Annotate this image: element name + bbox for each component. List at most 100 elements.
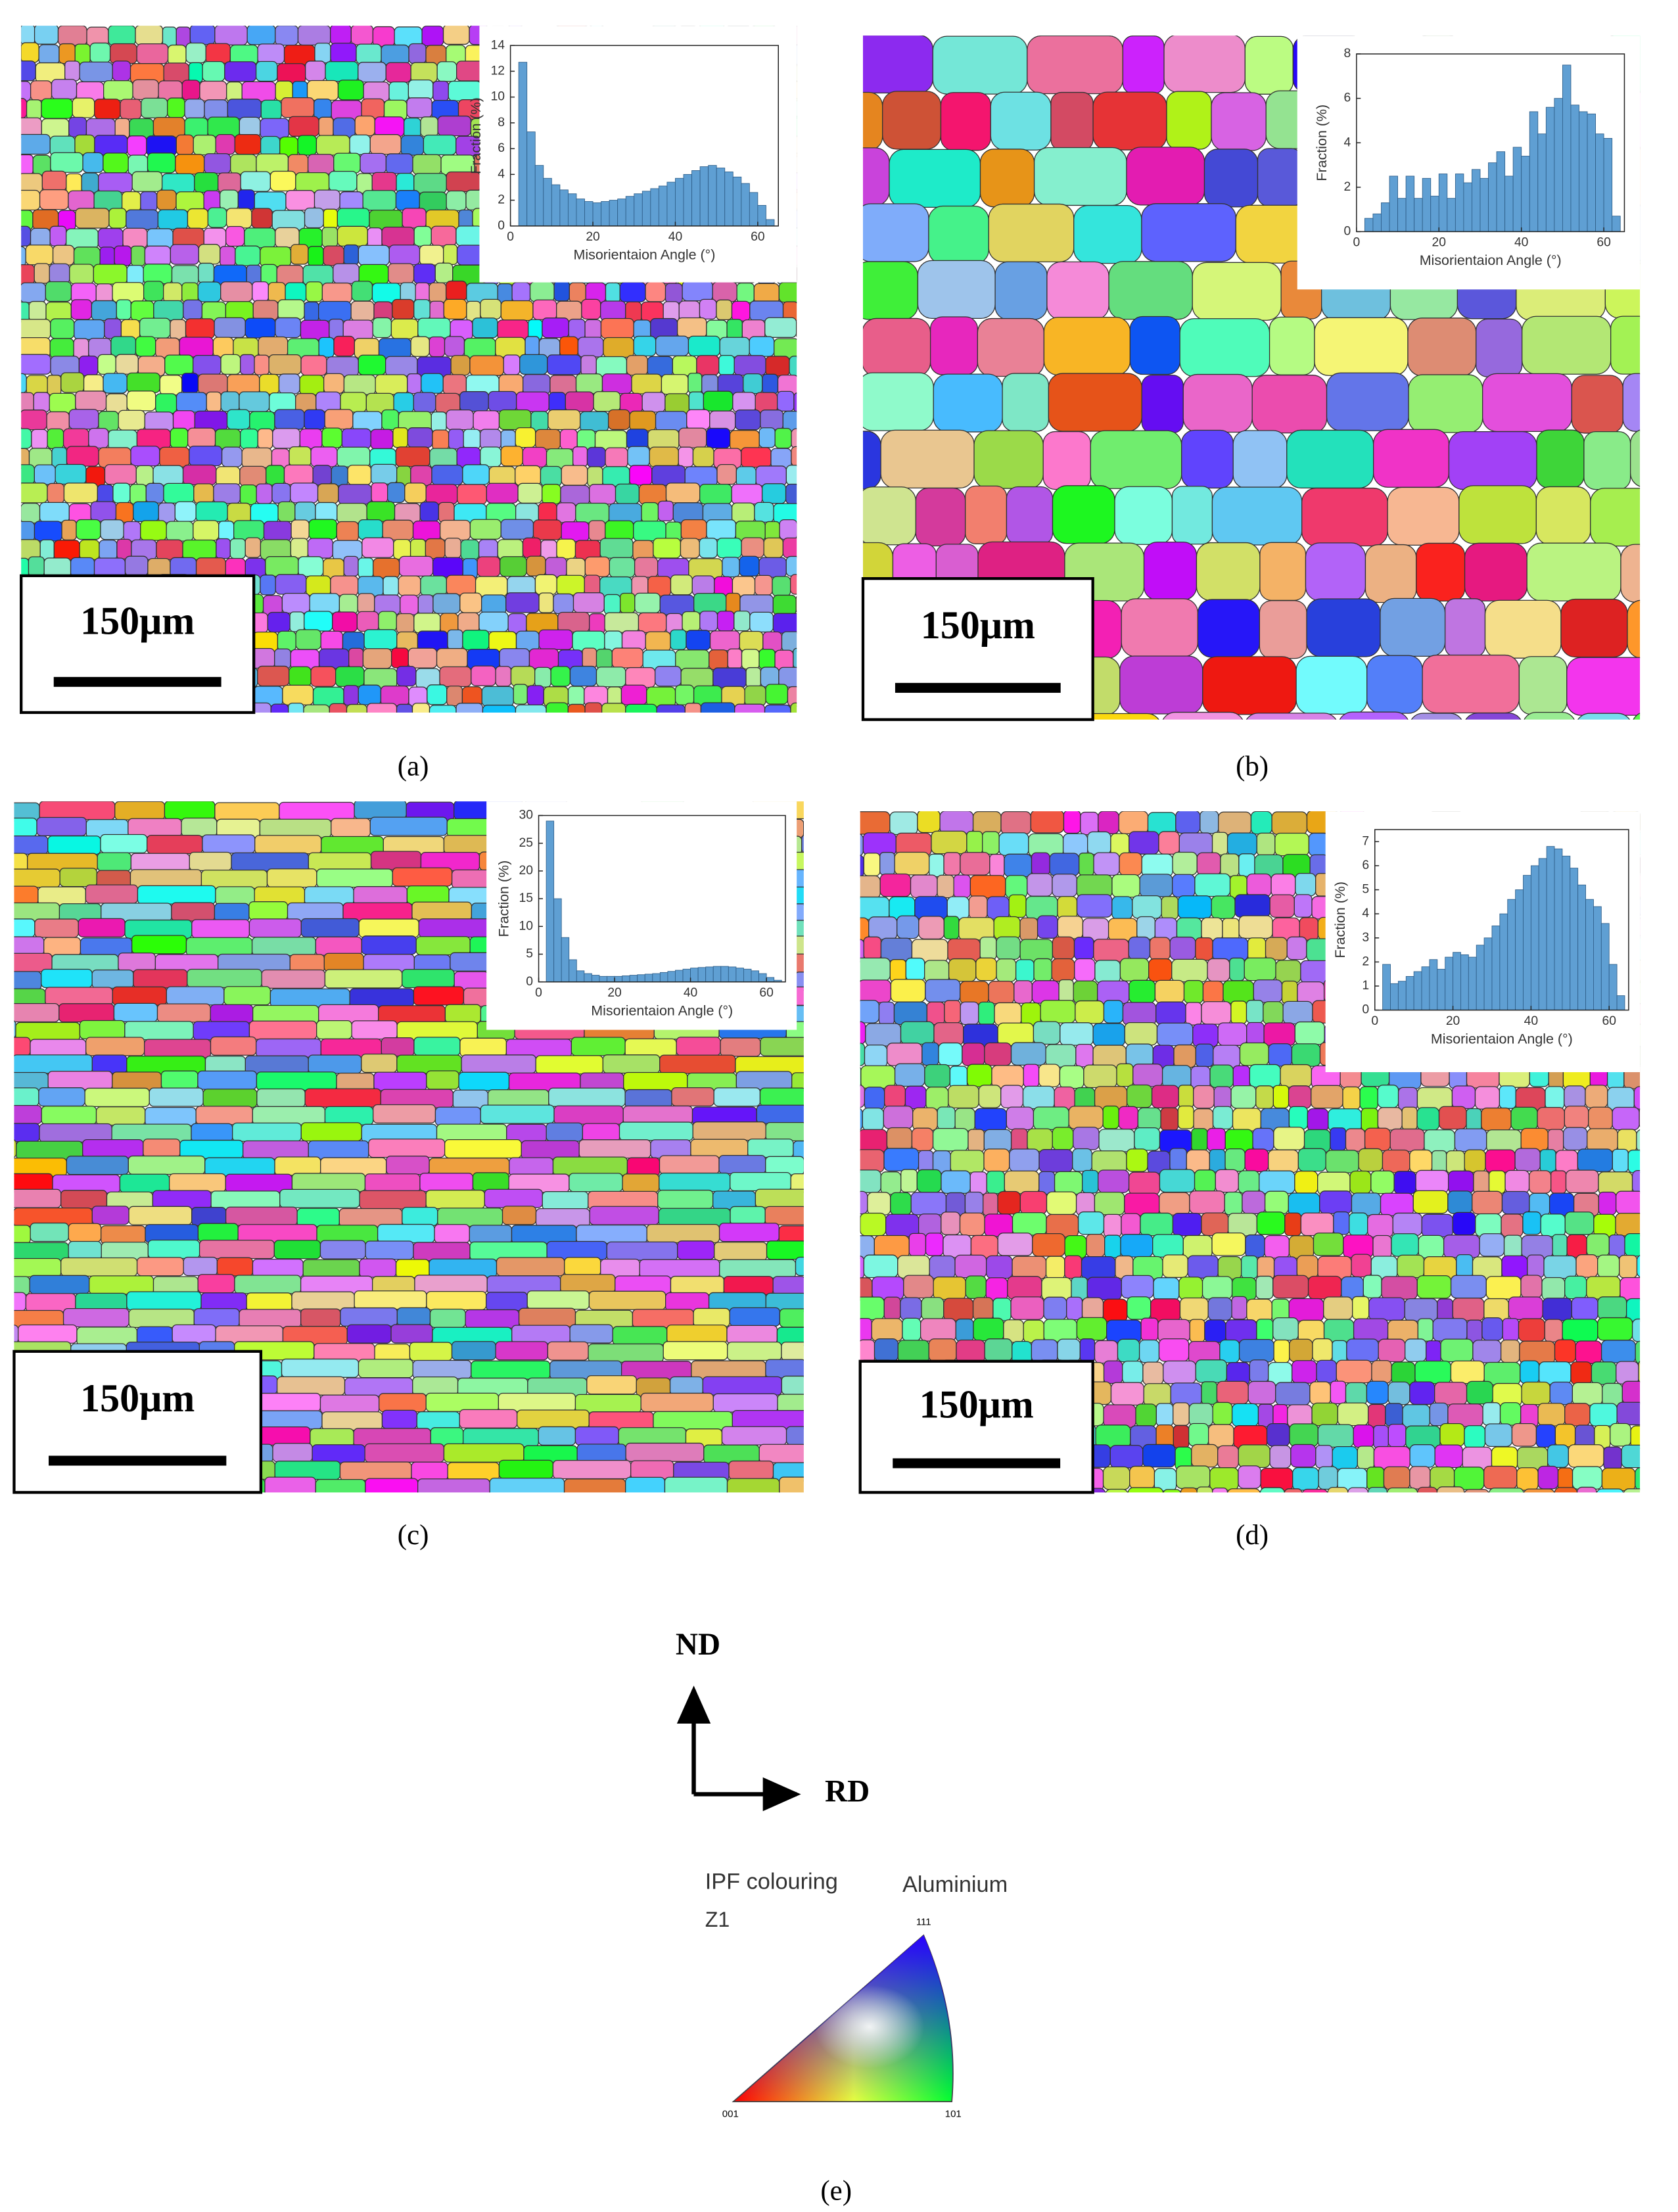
grain bbox=[552, 1156, 628, 1176]
grain bbox=[1464, 1489, 1489, 1493]
grain bbox=[781, 1342, 804, 1361]
x-tick-label: 20 bbox=[1446, 1014, 1460, 1028]
grain bbox=[803, 820, 804, 835]
grain bbox=[620, 684, 647, 705]
grain bbox=[1560, 598, 1628, 658]
grain bbox=[1554, 1423, 1576, 1447]
grain bbox=[883, 1105, 914, 1129]
grain bbox=[1392, 1212, 1422, 1236]
grain bbox=[412, 154, 442, 175]
grain bbox=[1326, 372, 1409, 431]
grain bbox=[373, 557, 400, 579]
grain bbox=[14, 1225, 31, 1244]
grain bbox=[1345, 1128, 1366, 1152]
grain bbox=[212, 337, 234, 358]
grain bbox=[495, 1341, 549, 1361]
grain bbox=[731, 502, 755, 523]
grain bbox=[1414, 1360, 1452, 1384]
grain bbox=[1207, 1424, 1234, 1448]
grain bbox=[1557, 1467, 1573, 1492]
grain bbox=[567, 686, 585, 707]
grain bbox=[622, 1173, 660, 1193]
grain bbox=[1054, 1171, 1083, 1195]
grain bbox=[675, 649, 710, 671]
grain bbox=[911, 1127, 934, 1152]
grain bbox=[254, 835, 322, 855]
grain bbox=[1288, 1192, 1320, 1216]
grain bbox=[1103, 1213, 1122, 1238]
grain bbox=[1622, 373, 1641, 432]
panel-label: (c) bbox=[398, 1520, 429, 1551]
grain bbox=[1453, 1467, 1485, 1490]
grain bbox=[1447, 1403, 1483, 1427]
grain bbox=[307, 538, 333, 559]
bar bbox=[644, 974, 653, 983]
grain bbox=[82, 152, 104, 174]
grain bbox=[1464, 542, 1527, 601]
bar bbox=[749, 192, 758, 227]
grain bbox=[696, 355, 720, 376]
grain bbox=[523, 374, 551, 395]
grain bbox=[97, 852, 132, 872]
grain bbox=[256, 483, 273, 504]
grain bbox=[47, 482, 65, 504]
grain bbox=[198, 262, 215, 284]
grain bbox=[21, 133, 51, 155]
bar bbox=[1397, 198, 1407, 232]
grain bbox=[103, 80, 133, 101]
grain bbox=[358, 62, 386, 83]
grain bbox=[600, 300, 626, 321]
grain bbox=[1162, 1254, 1188, 1278]
grain bbox=[271, 482, 291, 504]
grain bbox=[713, 1087, 761, 1107]
grain bbox=[860, 1212, 887, 1236]
grain bbox=[1086, 1233, 1106, 1258]
bar bbox=[705, 966, 714, 983]
grain bbox=[625, 1476, 666, 1493]
grain bbox=[1474, 1086, 1501, 1110]
grain bbox=[21, 482, 48, 504]
grain bbox=[864, 1087, 885, 1110]
grain bbox=[187, 968, 262, 989]
grain bbox=[672, 355, 697, 377]
grain bbox=[796, 266, 797, 282]
grain bbox=[595, 667, 626, 688]
grain bbox=[123, 521, 141, 542]
grain bbox=[734, 410, 761, 431]
grain bbox=[978, 1001, 995, 1025]
grain bbox=[860, 811, 891, 835]
grain bbox=[1156, 1022, 1194, 1047]
grain bbox=[1182, 1235, 1213, 1259]
grain bbox=[889, 959, 906, 983]
grain bbox=[1416, 1107, 1440, 1131]
grain bbox=[1217, 1445, 1239, 1469]
grain bbox=[1043, 1319, 1078, 1342]
grain bbox=[264, 1476, 316, 1493]
grain bbox=[860, 1108, 863, 1131]
grain bbox=[99, 539, 118, 561]
grain bbox=[61, 519, 77, 541]
grain bbox=[860, 1169, 881, 1193]
grain bbox=[302, 1259, 360, 1279]
grain bbox=[992, 1298, 1012, 1321]
grain bbox=[1591, 1361, 1617, 1385]
grain bbox=[1079, 713, 1159, 720]
grain bbox=[1538, 1361, 1572, 1385]
bar bbox=[1413, 971, 1422, 1011]
grain bbox=[580, 411, 609, 432]
grain bbox=[1014, 980, 1033, 1004]
grain bbox=[1255, 1275, 1274, 1300]
grain bbox=[1213, 1086, 1232, 1110]
grain bbox=[588, 1290, 666, 1310]
grain bbox=[1031, 852, 1050, 876]
grain bbox=[1292, 1360, 1317, 1384]
grain bbox=[678, 427, 707, 448]
grain bbox=[925, 1087, 949, 1110]
bar bbox=[1595, 133, 1604, 232]
grain bbox=[1201, 1001, 1232, 1025]
grain bbox=[320, 630, 344, 651]
grain bbox=[1568, 1444, 1604, 1468]
grain bbox=[412, 520, 441, 542]
grain bbox=[175, 134, 194, 155]
grain bbox=[665, 482, 701, 504]
